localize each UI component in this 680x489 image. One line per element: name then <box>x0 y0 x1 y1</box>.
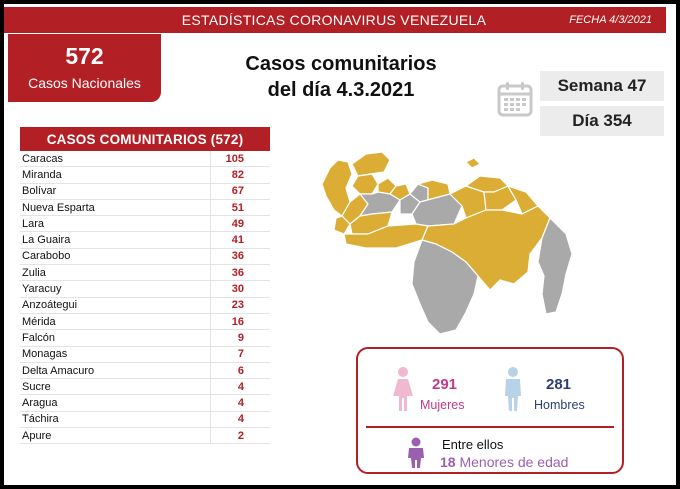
table-row: Falcón 9 <box>20 330 270 347</box>
state-cases: 4 <box>210 411 270 428</box>
state-name: Nueva Esparta <box>22 201 95 214</box>
map-state-lara <box>351 173 379 195</box>
state-name: Aragua <box>22 397 58 410</box>
map-state-nueva-esparta <box>465 157 481 169</box>
state-name: Mérida <box>22 315 56 328</box>
day-box: Día 354 <box>540 106 664 136</box>
map-state-portuguesa <box>359 191 401 217</box>
headline-line2: del día 4.3.2021 <box>267 79 415 101</box>
state-name: Caracas <box>22 152 63 165</box>
state-name: Miranda <box>22 168 62 181</box>
male-count: 281 <box>546 376 572 393</box>
female-count: 291 <box>432 376 458 393</box>
state-name: Yaracuy <box>22 283 62 296</box>
state-cases: 41 <box>210 232 270 248</box>
state-name: Zulia <box>22 266 46 279</box>
map-state-tachira <box>333 215 351 235</box>
table-row: Aragua 4 <box>20 395 270 412</box>
state-cases: 4 <box>210 395 270 411</box>
state-name: Delta Amacuro <box>22 364 95 377</box>
table-row: La Guaira 41 <box>20 232 270 249</box>
state-name: Apure <box>22 429 52 442</box>
table-row: Caracas 105 <box>20 151 270 168</box>
state-cases: 51 <box>210 199 270 216</box>
venezuela-map <box>321 151 573 335</box>
state-cases: 9 <box>210 330 270 346</box>
national-cases-label: Casos Nacionales <box>28 75 141 91</box>
state-cases: 105 <box>210 151 270 167</box>
state-name: Anzoátegui <box>22 299 78 312</box>
table-row: Anzoátegui 23 <box>20 297 270 314</box>
table-row: Yaracuy 30 <box>20 281 270 298</box>
table-row: Carabobo 36 <box>20 248 270 266</box>
table-row: Zulia 36 <box>20 265 270 282</box>
state-cases: 67 <box>210 183 270 199</box>
header-title: ESTADÍSTICAS CORONAVIRUS VENEZUELA <box>181 12 487 28</box>
header-date: FECHA 4/3/2021 <box>569 14 652 26</box>
table-row: Delta Amacuro 6 <box>20 362 270 380</box>
table-row: Táchira 4 <box>20 411 270 429</box>
national-cases-box: 572 Casos Nacionales <box>8 34 161 102</box>
minors-text: 18 Menores de edad <box>440 454 568 470</box>
state-name: Falcón <box>22 331 56 344</box>
headline-line1: Casos comunitarios <box>245 53 437 75</box>
national-cases-count: 572 <box>65 43 104 69</box>
male-icon <box>505 367 521 411</box>
map-state-amazonas <box>411 239 479 335</box>
female-label: Mujeres <box>420 398 465 412</box>
state-cases: 36 <box>210 265 270 281</box>
header-bar: ESTADÍSTICAS CORONAVIRUS VENEZUELA FECHA… <box>4 7 666 33</box>
gender-divider <box>366 426 614 428</box>
table-title: CASOS COMUNITARIOS (572) <box>20 127 270 151</box>
state-name: La Guaira <box>22 234 71 247</box>
community-cases-table: CASOS COMUNITARIOS (572) Caracas 105 Miran… <box>20 127 270 445</box>
state-name: Táchira <box>22 413 59 426</box>
table-row: Lara 49 <box>20 216 270 233</box>
table-row: Apure 2 <box>20 428 270 445</box>
state-cases: 16 <box>210 313 270 330</box>
state-cases: 30 <box>210 281 270 297</box>
table-row: Bolívar 67 <box>20 183 270 200</box>
table-row: Nueva Esparta 51 <box>20 199 270 217</box>
state-name: Lara <box>22 217 45 230</box>
state-name: Monagas <box>22 348 68 361</box>
state-cases: 2 <box>210 428 270 444</box>
male-label: Hombres <box>534 398 585 412</box>
map-state-falcon <box>351 151 391 177</box>
table-body: Caracas 105 Miranda 82 Bolívar 67 Nueva Espart… <box>20 151 270 445</box>
table-row: Sucre 4 <box>20 379 270 396</box>
state-cases: 7 <box>210 346 270 362</box>
minors-count: 18 <box>440 454 456 470</box>
table-row: Mérida 16 <box>20 313 270 331</box>
state-name: Sucre <box>22 380 51 393</box>
calendar-icon <box>497 82 533 117</box>
state-name: Carabobo <box>22 250 71 263</box>
map-state-esequibo <box>537 217 573 315</box>
female-icon <box>393 367 413 411</box>
table-row: Monagas 7 <box>20 346 270 363</box>
gender-box: 291 Mujeres 281 Hombres Entre ellos 18 M… <box>356 347 624 474</box>
state-cases: 23 <box>210 297 270 313</box>
state-cases: 36 <box>210 248 270 265</box>
table-row: Miranda 82 <box>20 167 270 184</box>
between-label: Entre ellos <box>442 437 504 452</box>
child-icon <box>408 437 424 468</box>
week-box: Semana 47 <box>540 71 664 101</box>
minors-label: Menores de edad <box>459 454 569 470</box>
state-cases: 49 <box>210 216 270 232</box>
state-cases: 4 <box>210 379 270 395</box>
state-name: Bolívar <box>22 185 57 198</box>
state-cases: 6 <box>210 362 270 379</box>
state-cases: 82 <box>210 167 270 183</box>
infographic-card: ESTADÍSTICAS CORONAVIRUS VENEZUELA FECHA… <box>4 4 676 485</box>
headline: Casos comunitarios del día 4.3.2021 <box>236 51 446 103</box>
